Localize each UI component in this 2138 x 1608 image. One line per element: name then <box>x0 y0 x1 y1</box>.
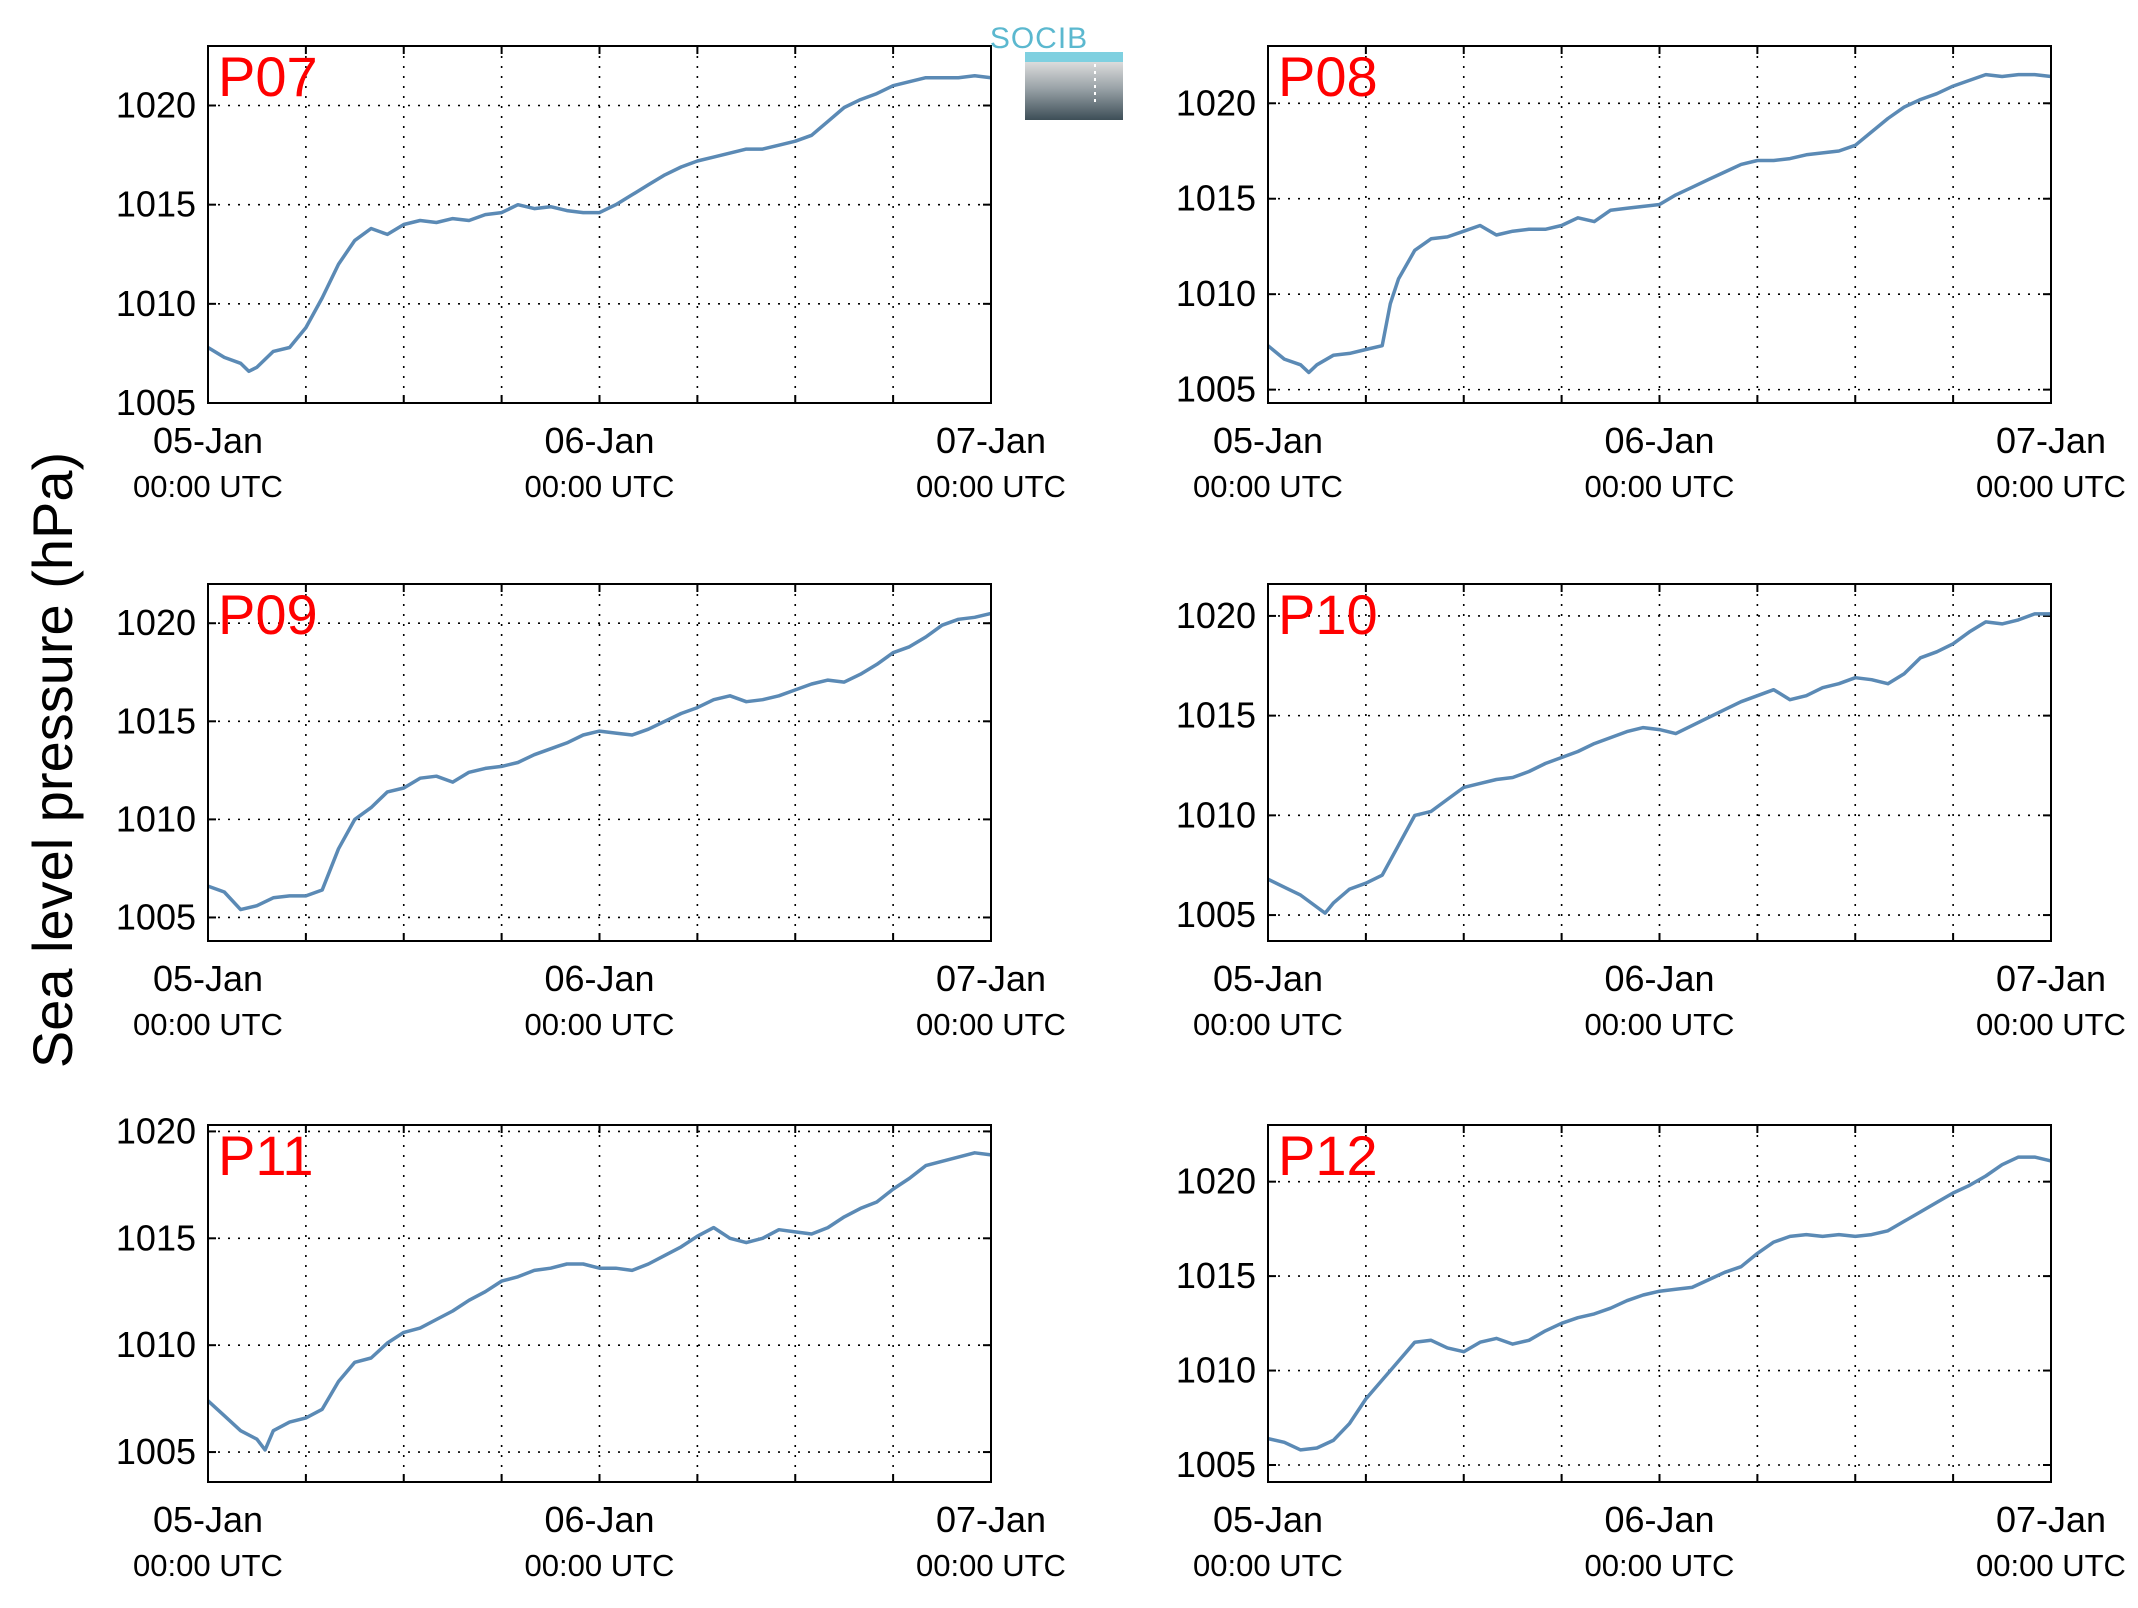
y-tick-label: 1015 <box>116 700 196 741</box>
x-tick-label: 05-Jan <box>153 958 263 999</box>
x-tick-sublabel: 00:00 UTC <box>525 469 675 504</box>
chart-panel-p08: 1005 1010 1015 1020 05-Jan 00:00 UTC 06-Jan 00:… <box>1176 45 2126 504</box>
x-tick-label: 06-Jan <box>544 420 654 461</box>
y-tick-label: 1005 <box>116 896 196 937</box>
chart-panel-p12: 1005 1010 1015 1020 05-Jan 00:00 UTC 06-Jan 00:… <box>1176 1124 2126 1583</box>
x-tick-label: 06-Jan <box>1604 420 1714 461</box>
x-tick-sublabel: 00:00 UTC <box>1193 469 1343 504</box>
panel-station-label: P09 <box>218 583 318 646</box>
x-tick-sublabel: 00:00 UTC <box>1585 1007 1735 1042</box>
y-tick-label: 1010 <box>116 1324 196 1365</box>
pressure-series-line <box>1267 612 2051 915</box>
y-axis-label: Sea level pressure (hPa) <box>21 452 84 1068</box>
panel-station-label: P08 <box>1278 45 1378 108</box>
pressure-series-line <box>206 1151 992 1452</box>
x-tick-label: 05-Jan <box>153 1499 263 1540</box>
y-tick-label: 1015 <box>1176 178 1256 219</box>
chart-panel-p09: 1005 1010 1015 1020 05-Jan 00:00 UTC 06-Jan 00:… <box>116 583 1066 1042</box>
x-tick-label: 06-Jan <box>1604 958 1714 999</box>
axes-frame <box>1267 45 2052 404</box>
y-tick-label: 1020 <box>116 1110 196 1151</box>
socib-logo: SOCIB <box>990 22 1123 120</box>
axes-frame <box>207 583 992 942</box>
x-tick-sublabel: 00:00 UTC <box>133 1548 283 1583</box>
y-tick-label: 1010 <box>1176 273 1256 314</box>
y-tick-label: 1015 <box>116 1217 196 1258</box>
axes-frame <box>1267 1124 2052 1483</box>
y-tick-label: 1015 <box>1176 1255 1256 1296</box>
x-tick-sublabel: 00:00 UTC <box>525 1548 675 1583</box>
x-tick-label: 06-Jan <box>544 958 654 999</box>
y-tick-label: 1010 <box>1176 794 1256 835</box>
x-tick-label: 07-Jan <box>1996 958 2106 999</box>
y-tick-label: 1020 <box>1176 1161 1256 1202</box>
panel-station-label: P10 <box>1278 583 1378 646</box>
axes-frame <box>207 45 992 404</box>
x-tick-sublabel: 00:00 UTC <box>1585 1548 1735 1583</box>
x-tick-sublabel: 00:00 UTC <box>525 1007 675 1042</box>
x-tick-sublabel: 00:00 UTC <box>1585 469 1735 504</box>
x-tick-sublabel: 00:00 UTC <box>1976 1548 2126 1583</box>
chart-panel-p11: 1005 1010 1015 1020 05-Jan 00:00 UTC 06-Jan 00:… <box>116 1110 1066 1583</box>
x-tick-sublabel: 00:00 UTC <box>133 1007 283 1042</box>
y-tick-label: 1020 <box>116 85 196 126</box>
x-tick-sublabel: 00:00 UTC <box>916 1007 1066 1042</box>
y-tick-label: 1020 <box>116 602 196 643</box>
x-tick-label: 06-Jan <box>1604 1499 1714 1540</box>
y-tick-label: 1005 <box>1176 1444 1256 1485</box>
x-tick-sublabel: 00:00 UTC <box>1976 469 2126 504</box>
x-tick-label: 06-Jan <box>544 1499 654 1540</box>
y-tick-label: 1005 <box>1176 894 1256 935</box>
x-tick-label: 07-Jan <box>936 420 1046 461</box>
y-tick-label: 1010 <box>116 283 196 324</box>
pressure-series-line <box>207 611 992 912</box>
x-tick-label: 05-Jan <box>1213 420 1323 461</box>
y-tick-label: 1015 <box>116 184 196 225</box>
y-tick-label: 1005 <box>1176 369 1256 410</box>
x-tick-label: 07-Jan <box>936 958 1046 999</box>
x-tick-sublabel: 00:00 UTC <box>916 469 1066 504</box>
x-tick-label: 05-Jan <box>1213 1499 1323 1540</box>
x-tick-sublabel: 00:00 UTC <box>1976 1007 2126 1042</box>
x-tick-label: 07-Jan <box>936 1499 1046 1540</box>
chart-panel-p10: 1005 1010 1015 1020 05-Jan 00:00 UTC 06-Jan 00:… <box>1176 583 2126 1042</box>
y-tick-label: 1015 <box>1176 695 1256 736</box>
pressure-series-line <box>1266 72 2052 375</box>
pressure-series-line <box>207 74 992 374</box>
x-tick-label: 05-Jan <box>153 420 263 461</box>
x-tick-sublabel: 00:00 UTC <box>916 1548 1066 1583</box>
panel-station-label: P11 <box>218 1124 313 1187</box>
axes-frame <box>207 1124 992 1483</box>
x-tick-sublabel: 00:00 UTC <box>1193 1548 1343 1583</box>
y-tick-label: 1005 <box>116 1431 196 1472</box>
chart-panel-p07: 1005 1010 1015 1020 05-Jan 00:00 UTC 06-Jan 00:… <box>116 45 1066 504</box>
panel-station-label: P07 <box>218 45 318 108</box>
y-tick-label: 1005 <box>116 382 196 423</box>
y-tick-label: 1010 <box>1176 1350 1256 1391</box>
x-tick-label: 07-Jan <box>1996 420 2106 461</box>
pressure-series-line <box>1267 1155 2052 1452</box>
y-tick-label: 1020 <box>1176 82 1256 123</box>
x-tick-sublabel: 00:00 UTC <box>133 469 283 504</box>
y-tick-label: 1010 <box>116 798 196 839</box>
axes-frame <box>1267 583 2052 942</box>
x-tick-sublabel: 00:00 UTC <box>1193 1007 1343 1042</box>
panels: 1005 1010 1015 1020 05-Jan 00:00 UTC 06-Jan 00:… <box>116 45 2126 1583</box>
x-tick-label: 07-Jan <box>1996 1499 2106 1540</box>
panel-station-label: P12 <box>1278 1124 1378 1187</box>
y-tick-label: 1020 <box>1176 595 1256 636</box>
socib-logo-text: SOCIB <box>990 22 1088 55</box>
x-tick-label: 05-Jan <box>1213 958 1323 999</box>
